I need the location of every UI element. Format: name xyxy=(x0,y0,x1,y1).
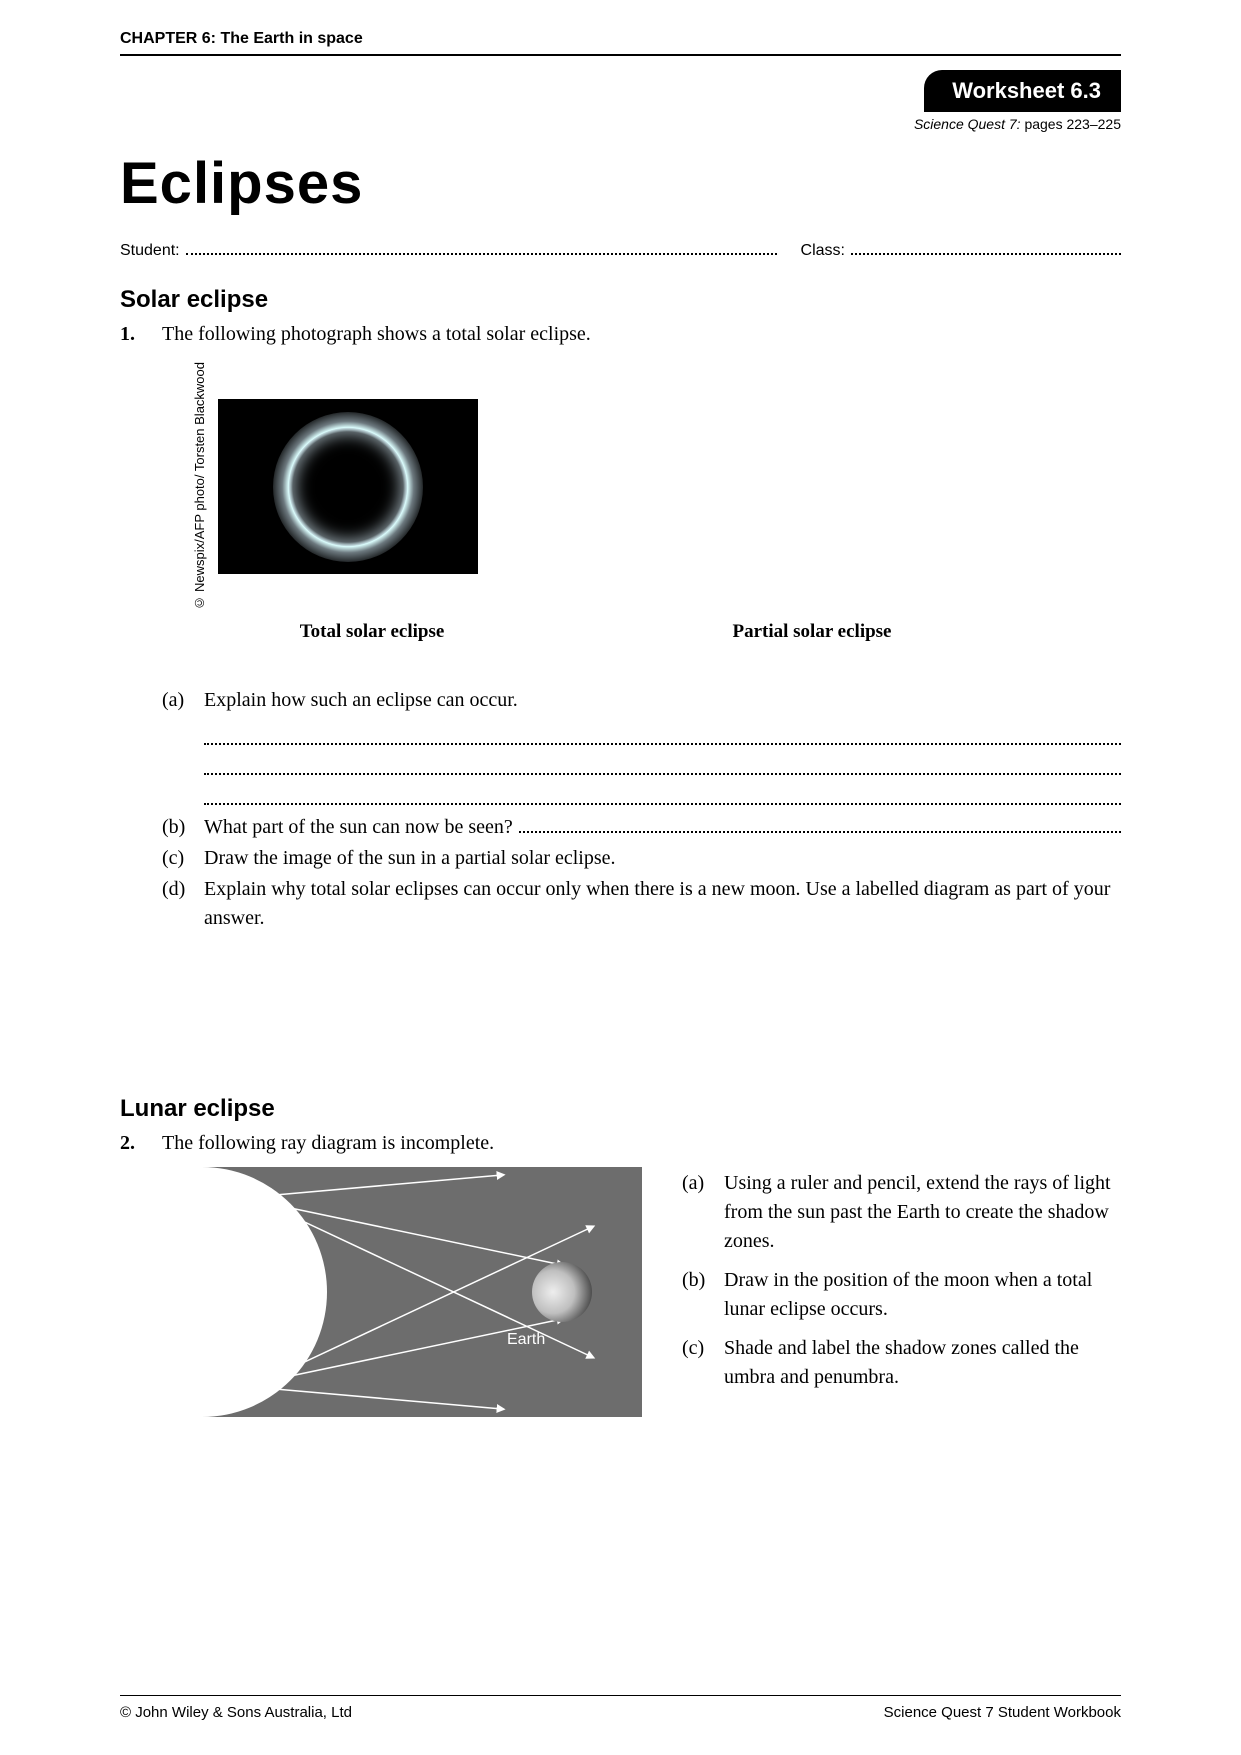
source-ref-pages: pages 223–225 xyxy=(1021,116,1121,132)
page: CHAPTER 6: The Earth in space Worksheet … xyxy=(0,0,1241,1755)
q2b: (b) Draw in the position of the moon whe… xyxy=(682,1266,1121,1324)
photo-credit: © Newspix/AFP photo/ Torsten Blackwood xyxy=(192,362,208,611)
q1b-label: (b) xyxy=(162,813,190,842)
q2-text: The following ray diagram is incomplete. xyxy=(162,1129,1121,1157)
q1a-text: Explain how such an eclipse can occur. xyxy=(204,686,1121,715)
eclipse-corona xyxy=(273,412,423,562)
name-class-row: Student: Class: xyxy=(120,241,1121,260)
earth-label: Earth xyxy=(507,1329,545,1351)
source-ref-title: Science Quest 7: xyxy=(914,116,1021,132)
q2-content-row: Sun Earth (a) Using a ruler and pencil, … xyxy=(162,1167,1121,1417)
q1a-label: (a) xyxy=(162,686,190,811)
total-eclipse-photo xyxy=(218,399,478,574)
q1c-text: Draw the image of the sun in a partial s… xyxy=(204,844,1121,873)
page-footer: © John Wiley & Sons Australia, Ltd Scien… xyxy=(120,1695,1121,1721)
question-2: 2. The following ray diagram is incomple… xyxy=(120,1129,1121,1417)
q2a-label: (a) xyxy=(682,1169,710,1256)
answer-blank[interactable] xyxy=(204,781,1121,805)
caption-row: Total solar eclipse Partial solar eclips… xyxy=(192,619,1121,646)
page-title: Eclipses xyxy=(120,150,1121,217)
chapter-header: CHAPTER 6: The Earth in space xyxy=(120,30,1121,56)
caption-partial: Partial solar eclipse xyxy=(612,619,1012,646)
q1d-text: Explain why total solar eclipses can occ… xyxy=(204,875,1121,933)
q1-image-block: © Newspix/AFP photo/ Torsten Blackwood xyxy=(192,362,1121,611)
q1d: (d) Explain why total solar eclipses can… xyxy=(162,875,1121,933)
q1c-label: (c) xyxy=(162,844,190,873)
q2a-text: Using a ruler and pencil, extend the ray… xyxy=(724,1169,1121,1256)
section-solar: Solar eclipse xyxy=(120,286,1121,314)
q2-num: 2. xyxy=(120,1129,146,1417)
class-label: Class: xyxy=(801,242,845,260)
answer-blank[interactable] xyxy=(204,721,1121,745)
section-lunar: Lunar eclipse xyxy=(120,1095,1121,1123)
class-blank[interactable] xyxy=(851,241,1121,255)
badge-row: Worksheet 6.3 xyxy=(120,70,1121,112)
q1b: (b) What part of the sun can now be seen… xyxy=(162,813,1121,842)
ray-diagram[interactable]: Sun Earth xyxy=(202,1167,642,1417)
caption-total: Total solar eclipse xyxy=(192,619,552,646)
q1-num: 1. xyxy=(120,320,146,1084)
footer-right: Science Quest 7 Student Workbook xyxy=(884,1704,1121,1721)
student-blank[interactable] xyxy=(186,241,777,255)
q2b-text: Draw in the position of the moon when a … xyxy=(724,1266,1121,1324)
q2b-label: (b) xyxy=(682,1266,710,1324)
q1d-label: (d) xyxy=(162,875,190,933)
worksheet-badge: Worksheet 6.3 xyxy=(924,70,1121,112)
q2c-text: Shade and label the shadow zones called … xyxy=(724,1334,1121,1392)
q2a: (a) Using a ruler and pencil, extend the… xyxy=(682,1169,1121,1256)
q2c: (c) Shade and label the shadow zones cal… xyxy=(682,1334,1121,1392)
q1b-text: What part of the sun can now be seen? xyxy=(204,813,513,842)
footer-left: © John Wiley & Sons Australia, Ltd xyxy=(120,1704,352,1721)
answer-blank[interactable] xyxy=(204,751,1121,775)
question-1: 1. The following photograph shows a tota… xyxy=(120,320,1121,1084)
q2c-label: (c) xyxy=(682,1334,710,1392)
student-label: Student: xyxy=(120,242,180,260)
answer-blank[interactable] xyxy=(519,815,1121,833)
q1a: (a) Explain how such an eclipse can occu… xyxy=(162,686,1121,811)
drawing-space[interactable] xyxy=(162,935,1121,1085)
sun-label: Sun xyxy=(257,1285,285,1307)
q1-text: The following photograph shows a total s… xyxy=(162,320,1121,348)
q2-subquestions: (a) Using a ruler and pencil, extend the… xyxy=(682,1167,1121,1417)
source-ref: Science Quest 7: pages 223–225 xyxy=(120,116,1121,132)
q1c: (c) Draw the image of the sun in a parti… xyxy=(162,844,1121,873)
